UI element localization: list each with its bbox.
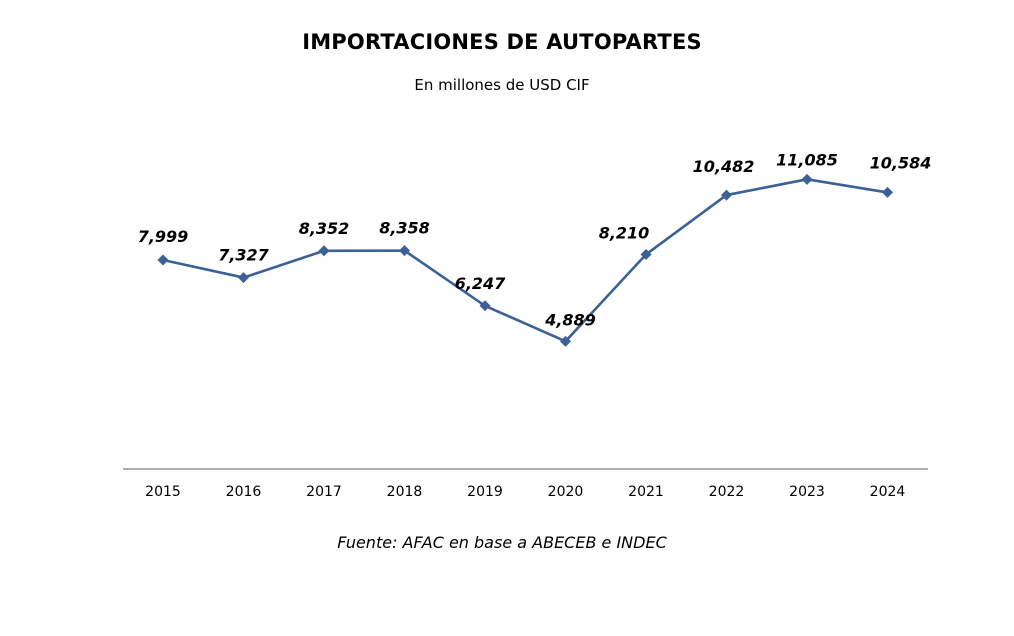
data-point-marker [399, 245, 410, 257]
data-label: 4,889 [544, 310, 596, 329]
x-tick-label: 2019 [467, 484, 503, 500]
data-label-layer: 7,999 7,327 8,352 8,358 6,247 4,889 8,210 10,48… [138, 150, 932, 329]
x-tick-label: 2024 [870, 484, 906, 500]
x-tick-label: 2020 [548, 484, 584, 500]
series-line [162, 178, 888, 343]
series-line-layer [162, 178, 888, 343]
data-label: 8,358 [379, 219, 430, 238]
x-tick-label: 2015 [145, 484, 181, 500]
data-point-marker [882, 186, 893, 198]
data-label: 7,327 [218, 246, 269, 265]
data-point-marker [157, 254, 169, 266]
x-tick-label: 2021 [628, 484, 664, 500]
x-tick-label: 2016 [226, 484, 262, 500]
data-point-marker [318, 245, 330, 257]
x-tick-label: 2023 [789, 484, 825, 500]
data-label: 8,352 [299, 219, 350, 238]
data-label: 10,584 [870, 153, 932, 172]
data-label: 8,210 [599, 223, 650, 242]
data-label: 11,085 [776, 150, 838, 169]
data-point-marker [560, 335, 571, 347]
data-point-marker [801, 173, 813, 185]
data-point-marker [479, 300, 491, 312]
x-tick-label: 2017 [306, 484, 342, 500]
data-point-marker [238, 272, 249, 284]
data-point-marker [721, 189, 732, 201]
data-point-marker [640, 248, 652, 260]
data-label: 6,247 [455, 274, 506, 293]
x-tick-label: 2018 [387, 484, 423, 500]
x-tick-label: 2022 [709, 484, 745, 500]
chart-source-note: Fuente: AFAC en base a ABECEB e INDEC [337, 533, 667, 552]
data-label: 7,999 [138, 227, 189, 246]
data-label: 10,482 [693, 157, 755, 176]
x-axis: 2015 2016 2017 2018 2019 2020 2021 2022 2023 2024 [123, 468, 928, 500]
chart-subtitle: En millones de USD CIF [414, 76, 590, 94]
marker-layer [157, 173, 893, 347]
chart-title: IMPORTACIONES DE AUTOPARTES [302, 30, 702, 54]
